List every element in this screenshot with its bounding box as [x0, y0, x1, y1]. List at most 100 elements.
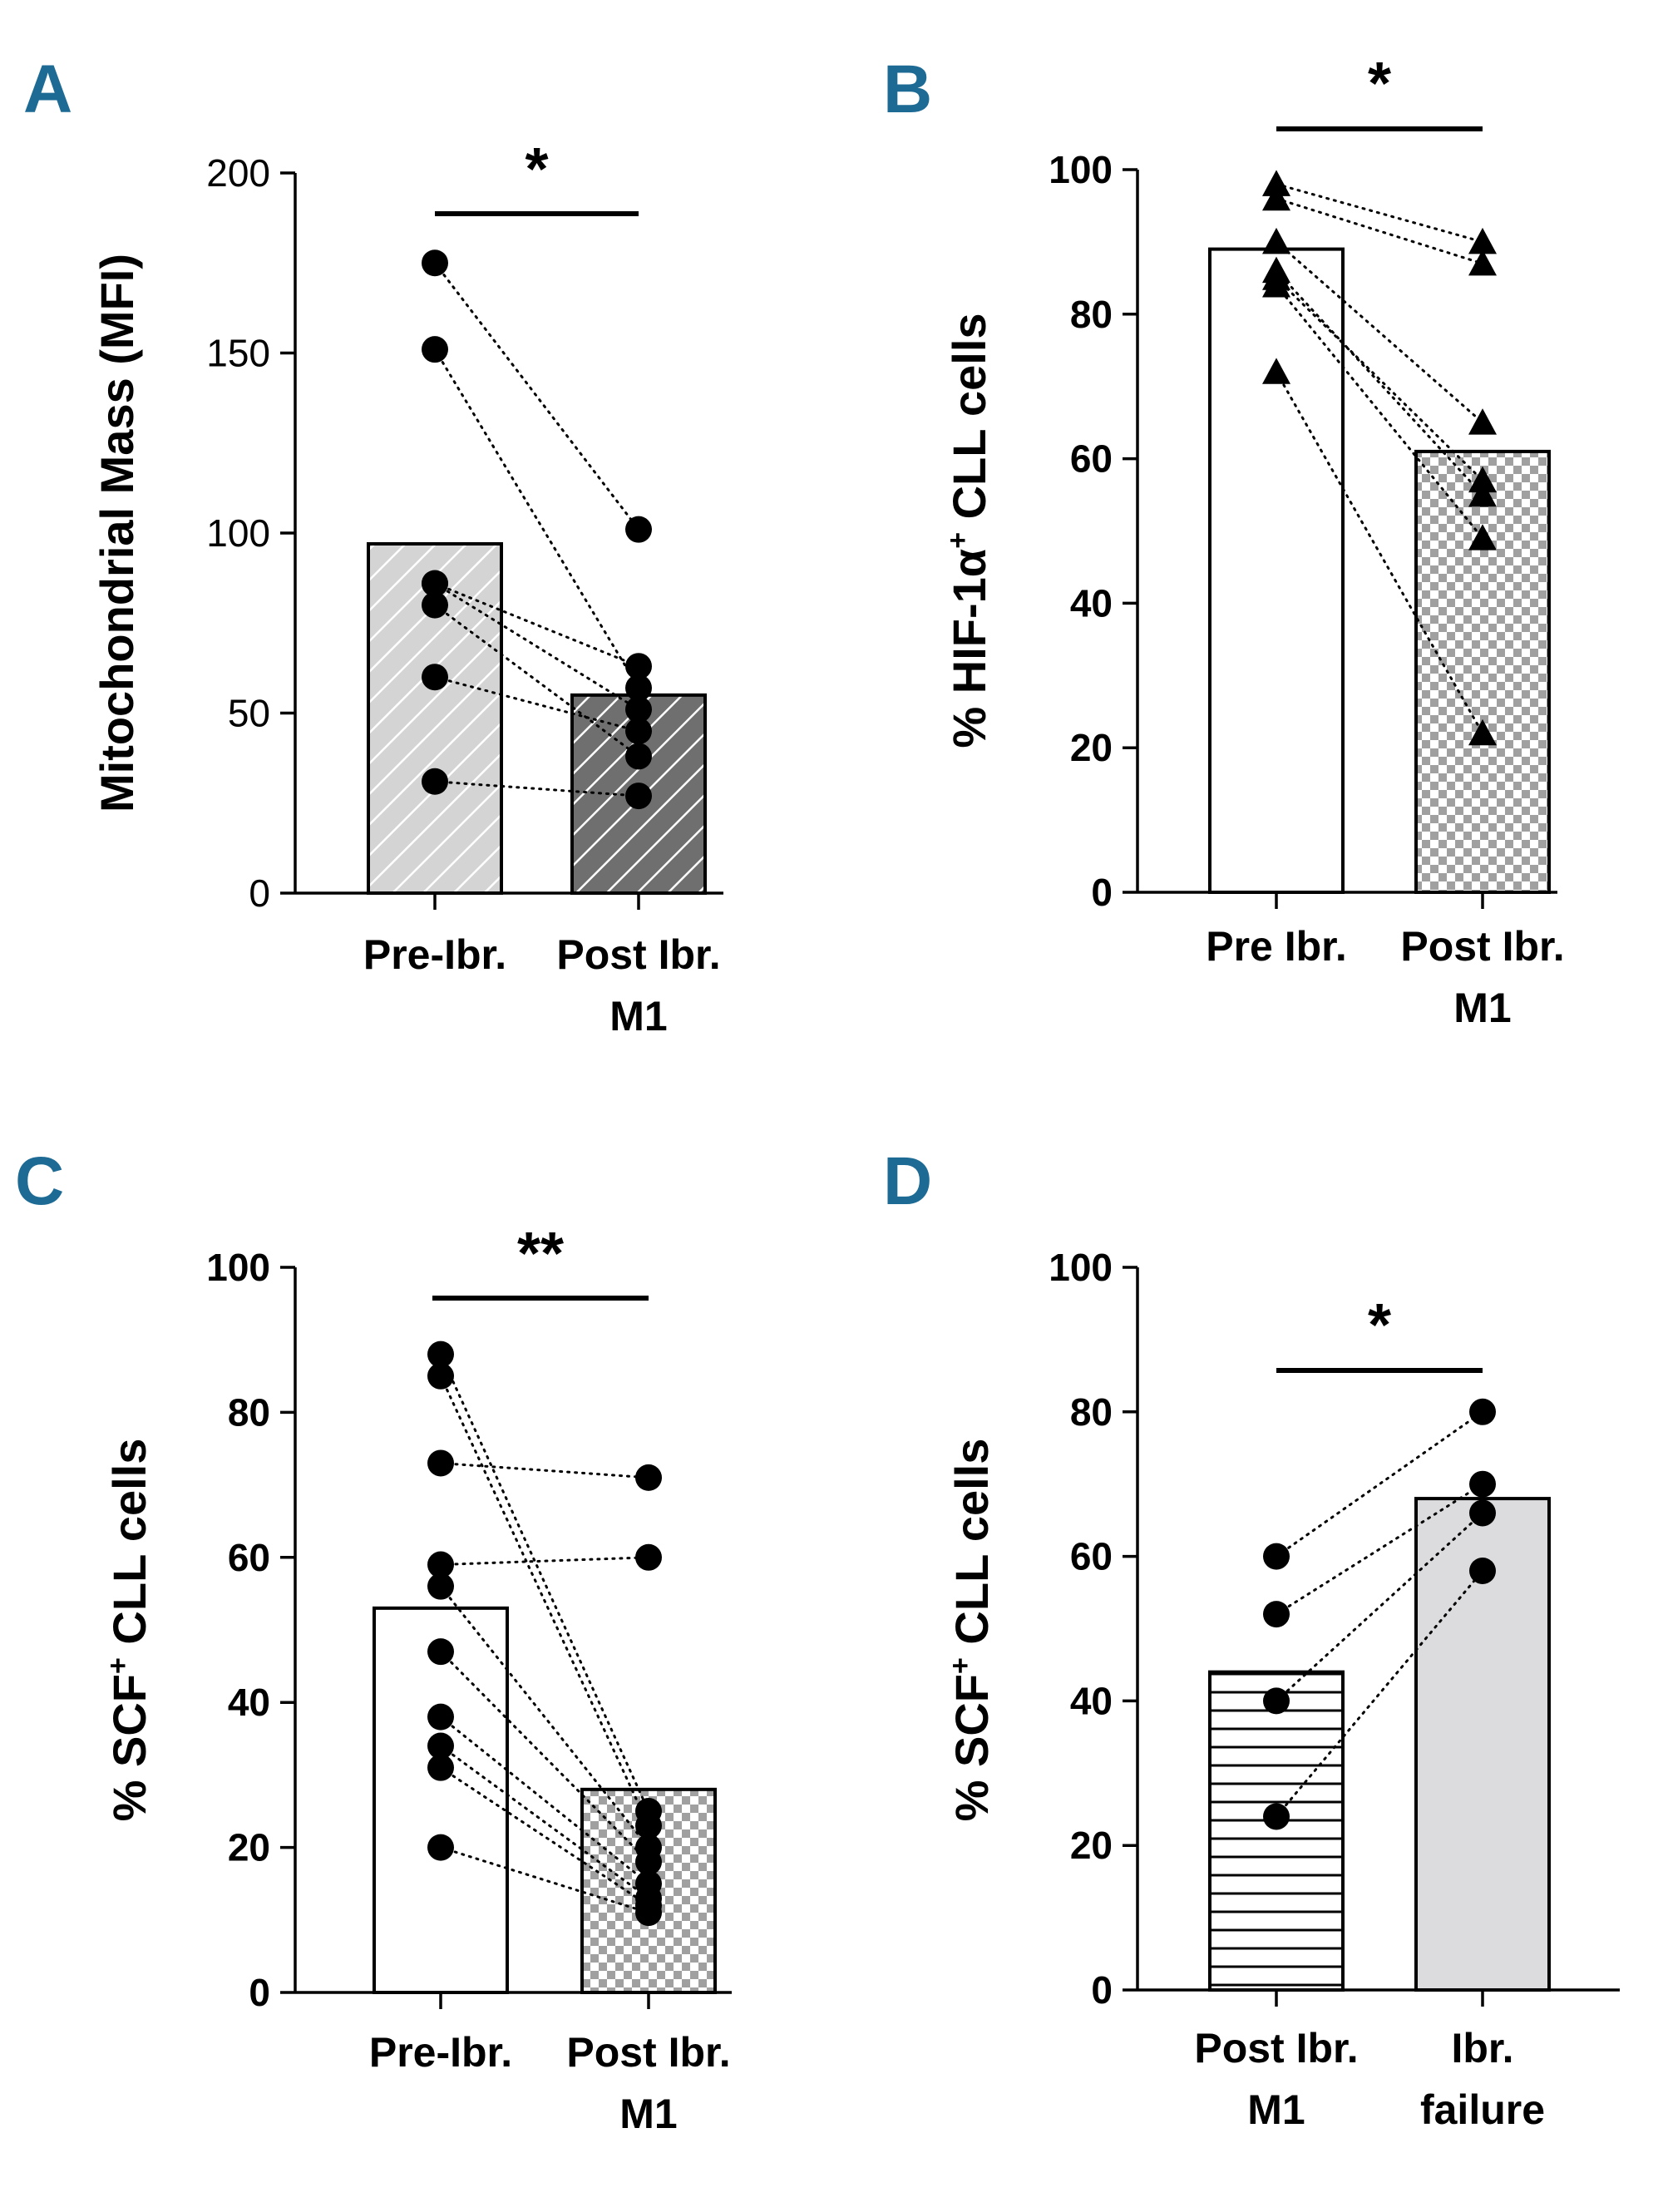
panel-b-data-point [1262, 358, 1290, 384]
panel-d-ytick-label: 0 [1091, 1968, 1113, 2012]
panel-a-pair-line [433, 348, 640, 689]
panel-c-data-point [635, 1899, 662, 1927]
panel-b-ytick-label: 40 [1070, 581, 1113, 625]
panel-c-pair-line [439, 1461, 650, 1479]
panel-d-data-point [1469, 1499, 1496, 1527]
panel-a-pair-line [433, 261, 640, 531]
panel-b-ytick-label: 60 [1070, 437, 1113, 481]
panel-c-category-label: M1 [619, 2091, 677, 2137]
panel-c-data-point [635, 1849, 662, 1876]
panel-a-category-label: M1 [609, 993, 667, 1039]
panel-d-data-point [1469, 1470, 1496, 1498]
panel-letter-c: C [15, 1143, 64, 1219]
panel-a-pair-line [433, 675, 640, 733]
panel-b-ytick-label: 80 [1070, 293, 1113, 336]
panel-c-data-point [427, 1638, 454, 1666]
panel-c-ytick-label: 100 [206, 1246, 270, 1289]
panel-d-ytick-label: 60 [1070, 1535, 1113, 1578]
panel-c-pair-line [439, 1846, 650, 1914]
panel-c-data-point [427, 1573, 454, 1600]
panel-b-category-label: Pre Ibr. [1206, 923, 1347, 970]
panel-d-ytick-label: 40 [1070, 1679, 1113, 1722]
panel-a-data-point [625, 783, 652, 810]
panel-a-data-point [625, 718, 652, 745]
panel-a-chart: 0 50 100 150 200 Pre-Ibr. Post Ibr. M1 * Mitochon… [91, 136, 723, 1039]
panel-d-category-label: Ibr. [1451, 2025, 1513, 2071]
panel-d-pair-line [1275, 1511, 1484, 1702]
panel-c-chart: 0 20 40 60 80 100 Pre-Ibr. Post Ibr. M1 ** % SCF+ … [102, 1221, 732, 2137]
panel-a-pair-line [433, 582, 640, 668]
panel-b-ytick-label: 100 [1049, 148, 1113, 191]
panel-a-data-point [422, 664, 448, 691]
panel-c-pair-line [439, 1556, 650, 1567]
panel-b-data-point [1468, 524, 1497, 551]
panel-b-bar-2 [1414, 449, 1551, 894]
panel-b-data-point [1262, 256, 1290, 284]
panel-d-pair-line [1275, 1569, 1484, 1818]
panel-a-data-point [625, 696, 652, 723]
panel-letter-d: D [883, 1143, 932, 1219]
panel-d-category-label: M1 [1247, 2086, 1305, 2133]
panel-a-category-label: Post Ibr. [556, 931, 720, 978]
panel-a-significance-stars: * [525, 136, 548, 203]
panel-c-pair-line [439, 1585, 650, 1849]
panel-a-data-point [422, 591, 448, 619]
panel-c-pair-line [439, 1353, 650, 1813]
panel-d-data-point [1263, 1543, 1290, 1570]
panel-b-ytick-label: 0 [1091, 871, 1113, 914]
panel-c-data-point [427, 1834, 454, 1861]
panel-a-data-point [422, 768, 448, 795]
panel-a-category-label: Pre-Ibr. [363, 931, 506, 978]
panel-b-data-point [1262, 184, 1290, 211]
panel-b-ytick-label: 20 [1070, 726, 1113, 769]
panel-c-significance-stars: ** [517, 1221, 564, 1287]
panel-b-data-point [1468, 466, 1497, 493]
panel-b-pair-line [1275, 284, 1484, 540]
panel-c-y-axis-title: % SCF+ CLL cells [102, 1439, 155, 1822]
panel-c-ytick-label: 60 [228, 1536, 270, 1579]
panel-b-y-axis-title: % HIF-1α+ CLL cells [942, 313, 995, 748]
panel-a-data-point [422, 336, 448, 363]
panel-b-data-point [1468, 227, 1497, 254]
panel-c-data-point [427, 1703, 454, 1731]
panel-d-data-point [1263, 1803, 1290, 1830]
panel-c-pair-line [439, 1650, 650, 1864]
panel-b-data-point [1262, 170, 1290, 196]
panel-d-data-point [1469, 1398, 1496, 1425]
panel-b-significance-stars: * [1368, 51, 1391, 117]
panel-c-pair-line [439, 1716, 650, 1885]
panel-d-pair-line [1275, 1410, 1484, 1558]
panel-d-significance-stars: * [1368, 1292, 1391, 1359]
panel-b-pair-line [1275, 240, 1484, 424]
panel-c-data-point [427, 1551, 454, 1578]
panel-c-data-point [635, 1464, 662, 1491]
panel-letter-b: B [883, 52, 932, 127]
panel-d-bar-1 [1208, 1670, 1345, 1992]
panel-a-y-axis-title: Mitochondrial Mass (MFI) [91, 254, 143, 812]
panel-b-data-point [1262, 271, 1290, 298]
panel-b-pair-line [1275, 276, 1484, 482]
panel-c-data-point [635, 1543, 662, 1571]
panel-a-data-point [625, 743, 652, 770]
panel-c-bar-1 [373, 1606, 509, 1994]
panel-b-pair-line [1275, 182, 1484, 244]
panel-a-ytick-label: 0 [249, 871, 270, 915]
panel-b-data-point [1262, 227, 1290, 254]
panel-d-category-label: failure [1420, 2086, 1545, 2133]
panel-d-ytick-label: 20 [1070, 1824, 1113, 1867]
panel-c-data-point [427, 1449, 454, 1477]
panel-b-pair-line [1275, 370, 1484, 735]
panel-d-data-point [1263, 1687, 1290, 1715]
panel-b-bar-1 [1208, 247, 1345, 894]
panel-c-ytick-label: 20 [228, 1826, 270, 1869]
panel-c-data-point [635, 1812, 662, 1839]
panel-c-data-point [427, 1754, 454, 1781]
panel-letter-a: A [23, 52, 72, 127]
panel-d-data-point [1263, 1601, 1290, 1628]
panel-d-data-point [1469, 1557, 1496, 1584]
panel-c-data-point [427, 1341, 454, 1368]
panel-c-ytick-label: 40 [228, 1681, 270, 1724]
panel-b-category-label: Post Ibr. [1400, 923, 1564, 970]
panel-b-pair-line [1275, 197, 1484, 265]
panel-c-pair-line [439, 1745, 650, 1900]
